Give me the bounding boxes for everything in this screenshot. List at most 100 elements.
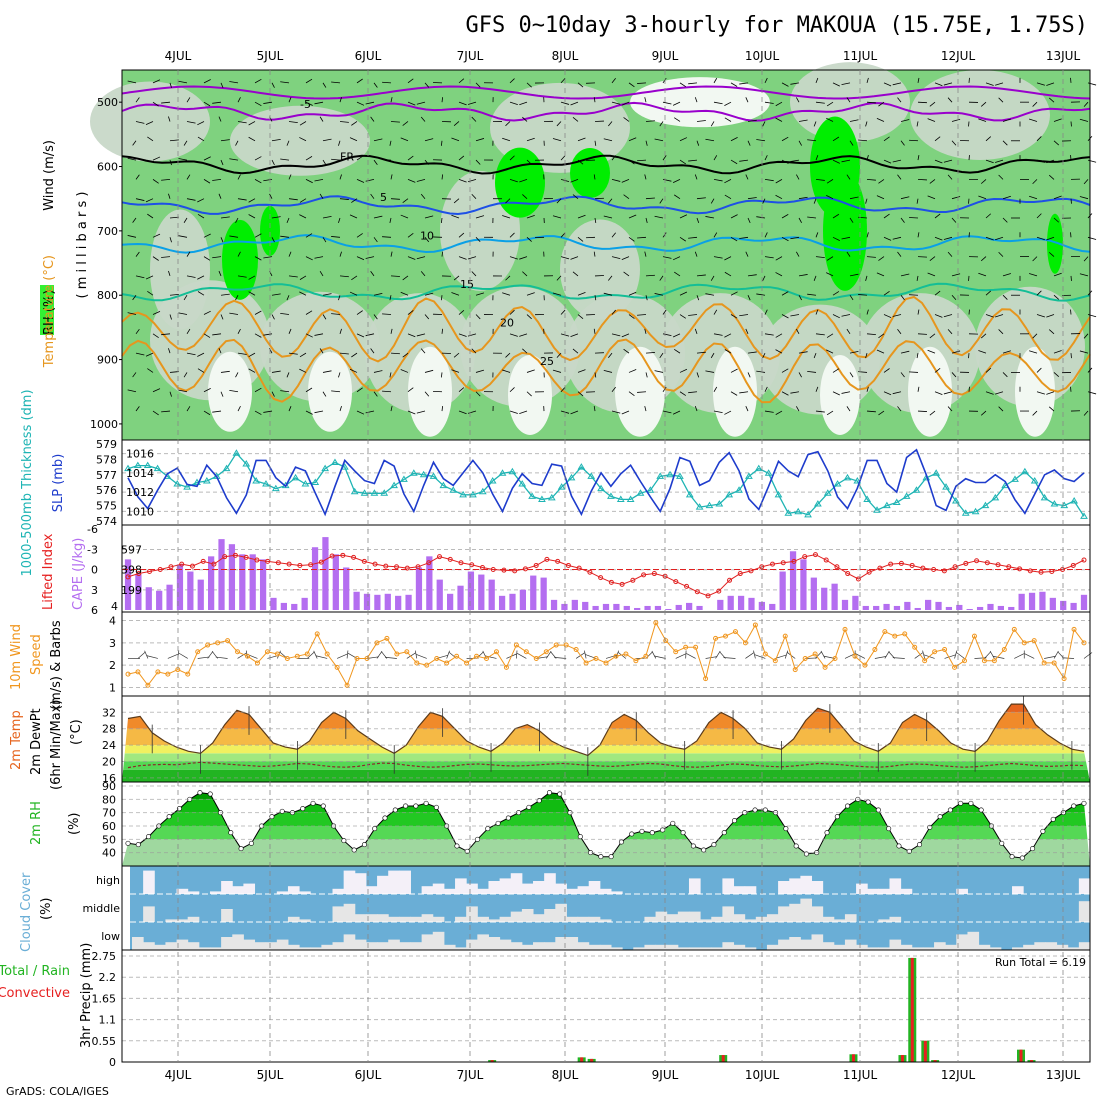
cloud-bar-middle (644, 917, 656, 922)
upper-y-tick: 500 (97, 96, 118, 109)
cloud-bar-high (243, 884, 255, 894)
contour-label: 25 (540, 355, 554, 368)
cape-tick-low: 4 (111, 600, 118, 613)
wind-tick: 3 (109, 637, 116, 650)
cloud-bar-high (143, 871, 155, 894)
cape-bar (333, 554, 339, 610)
cloud-bar-middle (689, 912, 701, 922)
cape-bar (374, 595, 380, 610)
date-label-bottom: 5JUL (257, 1068, 284, 1082)
cape-bar (561, 604, 567, 610)
contour-label: 10 (420, 230, 434, 243)
upper-y-tick: 800 (97, 289, 118, 302)
rh-point (1051, 817, 1055, 821)
precip-conv-bar (580, 1057, 583, 1062)
cloud-bar-high (232, 886, 244, 894)
cloud-bar-middle (578, 917, 590, 922)
rh-tick: 60 (102, 820, 116, 833)
cape-bar (260, 559, 266, 610)
rh-point (958, 801, 962, 805)
cloud-bar-high (734, 886, 746, 894)
cape-bar (811, 578, 817, 610)
thickness-tick: 576 (96, 484, 117, 497)
cloud-bar-low (845, 940, 857, 950)
cloud-bar-low (232, 934, 244, 950)
contour-label: 20 (500, 317, 514, 330)
thickness-tick: 578 (96, 453, 117, 466)
cloud-bar-low (967, 932, 979, 950)
label-wind10m: 10m Wind (9, 624, 24, 690)
cape-bar (935, 602, 941, 610)
label-temp2m: 2m Temp (9, 710, 24, 770)
cloud-bar-low (667, 945, 679, 950)
cape-bar (530, 576, 536, 610)
cloud-bar-high (745, 886, 757, 894)
cape-bar (655, 606, 661, 610)
cape-bar (343, 567, 349, 610)
cloud-bar-low (656, 945, 668, 950)
cloud-bar-low (377, 942, 389, 950)
cape-bar (572, 600, 578, 610)
date-label-top: 10JUL (745, 49, 780, 63)
cape-bar (946, 607, 952, 610)
cloud-bar-high (789, 878, 801, 894)
cloud-row-label: low (101, 930, 120, 943)
cloud-bar-high (500, 878, 512, 894)
label-rain: Total / Rain (0, 964, 70, 979)
lifted-tick: -6 (87, 523, 98, 536)
cloud-bar-high (722, 878, 734, 894)
date-label-top: 5JUL (257, 49, 284, 63)
cape-bar (291, 604, 297, 610)
cloud-bar-high (589, 881, 601, 894)
label-cape: CAPE (J/kg) (71, 538, 86, 610)
cloud-bar-middle (399, 917, 411, 922)
cloud-bar-high (544, 873, 556, 894)
date-label-top: 9JUL (652, 49, 679, 63)
date-label-top: 6JUL (355, 49, 382, 63)
cloud-bar-high (522, 884, 534, 894)
rh-point (414, 804, 418, 808)
cloud-bar-low (834, 945, 846, 950)
temp-tick: 32 (102, 706, 116, 719)
run-total: Run Total = 6.19 (995, 956, 1086, 969)
cape-bar (312, 547, 318, 610)
cloud-bar-low (566, 937, 578, 950)
cloud-bar-low (856, 945, 868, 950)
cloud-bar-middle (188, 917, 200, 922)
cloud-bar-middle (845, 914, 857, 922)
rh-dry-area (208, 352, 252, 432)
cloud-bar-middle (678, 912, 690, 922)
rh-point (599, 854, 603, 858)
cloud-bar-middle (500, 917, 512, 922)
rh-point (681, 830, 685, 834)
thickness-tick: 575 (96, 500, 117, 513)
contour-label: FR (340, 151, 354, 164)
cloud-row-label: high (96, 874, 120, 887)
cloud-bar-middle (522, 909, 534, 922)
wind-barb (909, 217, 918, 218)
cloud-bar-middle (466, 906, 478, 922)
cape-bar (395, 596, 401, 610)
temp-band (122, 770, 1090, 782)
cloud-bar-low (800, 940, 812, 950)
temp-tick: 24 (102, 739, 116, 752)
cloud-bar-low (889, 940, 901, 950)
cloud-bar-high (778, 881, 790, 894)
cloud-bar-high (444, 889, 456, 894)
footer-credit: GrADS: COLA/IGES (6, 1085, 109, 1098)
precip-conv-bar (1020, 1050, 1023, 1062)
date-label-top: 8JUL (552, 49, 579, 63)
cloud-bar-low (188, 942, 200, 950)
cape-bar (250, 554, 256, 610)
meteogram: GFS 0~10day 3-hourly for MAKOUA (15.75E,… (0, 0, 1100, 1100)
precip-conv-bar (901, 1055, 904, 1062)
cloud-bar-middle (711, 917, 723, 922)
label-rh2m: 2m RH (29, 801, 44, 845)
rh-low-area (90, 81, 210, 161)
cape-bar (977, 607, 983, 610)
cloud-bar-low (477, 934, 489, 950)
cloud-bar-high (566, 889, 578, 894)
rh-dry-area (820, 355, 860, 435)
cloud-bar-low (823, 942, 835, 950)
contour-label: 5 (380, 191, 387, 204)
